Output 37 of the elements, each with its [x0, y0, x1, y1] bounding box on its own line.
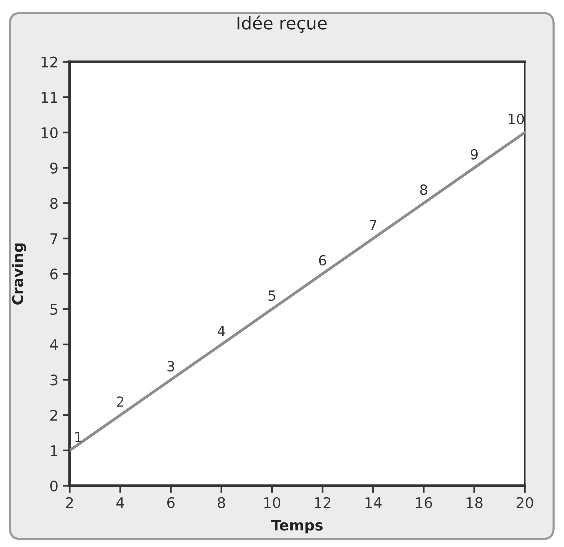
x-tick-label: 2: [66, 497, 74, 508]
data-label: 3: [168, 361, 174, 372]
data-label: 7: [370, 220, 377, 230]
y-tick-label: 5: [50, 304, 58, 316]
x-tick-label: 16: [416, 497, 432, 508]
y-axis-title: Craving: [12, 244, 26, 305]
data-label: 8: [420, 184, 428, 196]
x-tick-label: 20: [516, 497, 534, 508]
y-tick-label: 9: [50, 162, 58, 174]
y-tick-label: 8: [50, 198, 58, 210]
data-label: 5: [268, 290, 276, 302]
y-tick-label: 10: [42, 127, 58, 138]
x-tick-label: 10: [264, 497, 281, 508]
y-tick-label: 3: [50, 374, 58, 386]
y-tick-label: 7: [50, 234, 58, 244]
data-label: 2: [117, 396, 124, 407]
y-tick-label: 11: [42, 92, 58, 103]
line-series: [70, 131, 526, 452]
x-tick-label: 4: [116, 498, 124, 508]
x-axis-title: Temps: [271, 520, 323, 534]
y-tick-label: 2: [50, 410, 58, 421]
data-label: 1: [76, 432, 82, 442]
y-tick-label: 6: [50, 268, 58, 280]
y-tick-label: 0: [50, 480, 58, 492]
x-tick-label: 6: [167, 497, 175, 508]
y-tick-label: 1: [51, 446, 58, 456]
data-label: 6: [319, 255, 326, 266]
y-tick-label: 4: [50, 340, 58, 350]
data-label: 4: [218, 326, 226, 336]
x-tick-label: 8: [218, 497, 226, 508]
x-tick-label: 12: [315, 497, 331, 508]
x-tick-label: 18: [466, 497, 483, 508]
data-label: 9: [470, 149, 478, 160]
y-tick-label: 12: [42, 56, 58, 68]
data-label: 10: [508, 114, 524, 124]
chart-title: Idée reçue: [238, 16, 327, 33]
x-tick-label: 14: [366, 498, 382, 508]
